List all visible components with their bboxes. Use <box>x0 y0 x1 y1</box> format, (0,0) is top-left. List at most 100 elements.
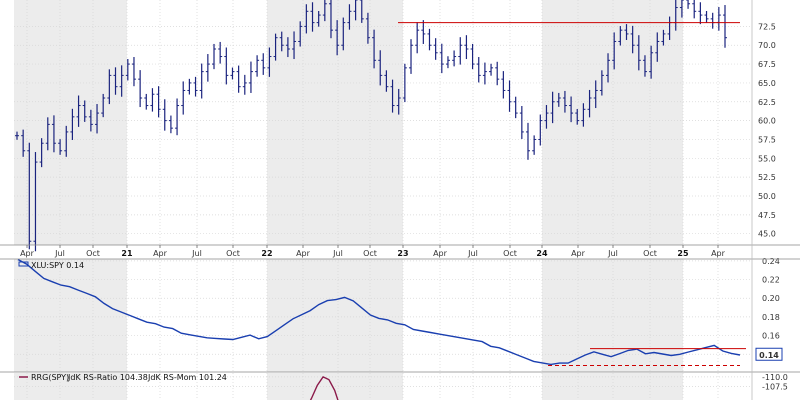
price-bar <box>513 96 518 119</box>
price-bar <box>21 129 26 157</box>
price-bar <box>273 33 278 61</box>
price-bar <box>452 50 457 67</box>
ratio-band <box>542 259 683 372</box>
price-bar <box>175 98 180 136</box>
price-bar <box>384 70 389 92</box>
price-bar <box>230 67 235 80</box>
x-axis-label: Jul <box>54 249 65 258</box>
price-bar <box>261 53 266 75</box>
price-bar <box>218 41 223 64</box>
rrg-legend-ratio: JdK RS-Ratio 104.38 <box>67 373 148 382</box>
ratio-legend-swatch <box>18 261 29 267</box>
price-bar <box>341 17 346 51</box>
price-bar <box>39 138 44 168</box>
price-bar <box>279 31 284 52</box>
price-bar <box>242 74 247 95</box>
x-axis-label: Jul <box>467 249 478 258</box>
price-bar <box>433 38 438 60</box>
price-bar <box>285 37 290 58</box>
price-bar <box>618 26 623 46</box>
price-bar <box>51 115 56 153</box>
price-band <box>267 0 403 245</box>
price-y-tick-label: 47.5 <box>758 211 776 220</box>
price-bar <box>113 67 118 95</box>
x-axis-label: 24 <box>536 249 548 258</box>
x-axis-label: Jul <box>332 249 343 258</box>
price-bar <box>187 78 192 95</box>
price-bar <box>415 22 420 54</box>
price-bar <box>27 142 32 250</box>
price-bar <box>612 32 617 70</box>
price-bar <box>445 56 450 69</box>
price-bar <box>248 61 253 93</box>
price-y-tick-label: 57.5 <box>758 135 776 144</box>
price-bar <box>76 95 81 127</box>
price-bar <box>525 122 530 160</box>
ratio-y-tick-label: 0.20 <box>762 294 780 303</box>
price-bar <box>599 70 604 96</box>
price-bar <box>482 62 487 85</box>
price-bar <box>587 89 592 118</box>
price-bar <box>519 106 524 139</box>
price-y-tick-label: 50.0 <box>758 192 776 201</box>
price-bar <box>125 59 130 81</box>
price-bar <box>550 91 555 124</box>
price-bar <box>82 100 87 122</box>
ratio-y-tick-label: 0.16 <box>762 332 780 341</box>
x-axis-label: Apr <box>711 249 726 258</box>
price-bar <box>409 39 414 74</box>
rrg-y-tick-label: -110.0 <box>762 373 788 382</box>
price-bar <box>304 4 309 34</box>
ratio-y-tick-label: 0.22 <box>762 276 780 285</box>
price-bar <box>372 29 377 69</box>
price-bar <box>562 90 567 113</box>
x-axis-label: Apr <box>20 249 35 258</box>
price-bar <box>181 81 186 115</box>
price-bar <box>322 0 327 22</box>
price-bar <box>156 86 161 118</box>
price-bar <box>421 20 426 44</box>
price-bar <box>679 0 684 18</box>
x-axis-label: Oct <box>226 249 240 258</box>
price-y-tick-label: 65.0 <box>758 79 776 88</box>
price-bar <box>131 57 136 87</box>
x-axis-label: Oct <box>86 249 100 258</box>
price-bar <box>495 61 500 86</box>
x-axis-label: Jul <box>607 249 618 258</box>
price-bar <box>390 79 395 113</box>
price-bar <box>489 63 494 76</box>
price-bar <box>556 92 561 107</box>
price-y-tick-label: 52.5 <box>758 173 776 182</box>
price-panel: 45.0 47.5 50.0 52.5 55.0 57.5 60.0 62.5 65.0 67.5… <box>14 0 776 252</box>
price-bar <box>199 63 204 99</box>
ratio-last-value-label: 0.14 <box>759 351 779 360</box>
x-axis-label: 23 <box>397 249 408 258</box>
price-bar <box>144 93 149 110</box>
rrg-legend-momentum: JdK RS-Mom 101.24 <box>147 373 227 382</box>
price-y-tick-label: 67.5 <box>758 60 776 69</box>
price-y-tick-label: 60.0 <box>758 117 776 126</box>
price-y-tick-label: 72.5 <box>758 22 776 31</box>
price-bar <box>162 99 167 131</box>
price-bar <box>236 65 241 93</box>
price-bar <box>255 55 260 77</box>
price-bar <box>458 37 463 65</box>
ratio-band <box>14 259 127 372</box>
price-bar <box>476 57 481 83</box>
price-bar <box>624 24 629 40</box>
price-bar <box>532 135 537 155</box>
ratio-y-tick-label: 0.18 <box>762 313 780 322</box>
price-y-tick-label: 55.0 <box>758 154 776 163</box>
price-bar <box>310 2 315 32</box>
price-bar <box>58 139 63 155</box>
price-bar <box>439 43 444 74</box>
x-axis: Apr Jul Oct 21 Apr Jul Oct 22 Apr Jul Oct 23 Apr Jul O… <box>0 244 800 260</box>
x-axis-label: Oct <box>503 249 517 258</box>
x-axis-label: Apr <box>296 249 311 258</box>
price-bar <box>205 54 210 82</box>
price-bar <box>15 131 19 140</box>
price-bar <box>292 31 297 60</box>
price-bar <box>464 35 469 60</box>
